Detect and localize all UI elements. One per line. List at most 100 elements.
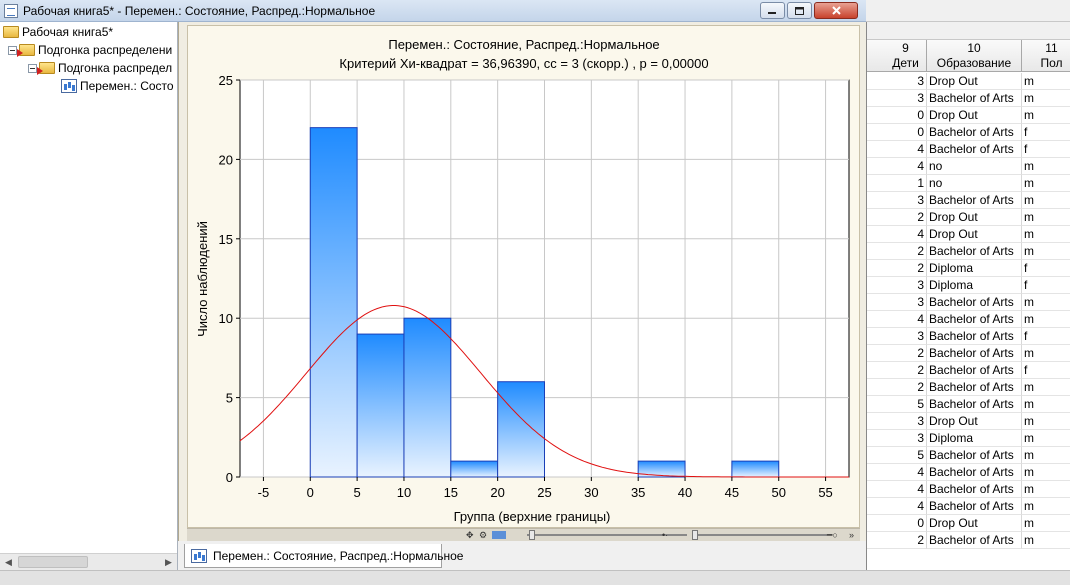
color-icon[interactable] (492, 531, 506, 539)
table-row[interactable]: 0 Drop Out m (867, 107, 1070, 124)
table-row[interactable]: 3 Bachelor of Arts m (867, 294, 1070, 311)
table-row[interactable]: 2 Bachelor of Arts m (867, 532, 1070, 549)
cell-sex[interactable]: m (1022, 294, 1070, 311)
cell-children[interactable]: 2 (867, 209, 927, 226)
table-row[interactable]: 4 Bachelor of Arts m (867, 481, 1070, 498)
cell-sex[interactable]: m (1022, 498, 1070, 515)
cell-education[interactable]: no (927, 158, 1022, 175)
cell-children[interactable]: 5 (867, 396, 927, 413)
cell-education[interactable]: Diploma (927, 277, 1022, 294)
table-row[interactable]: 3 Bachelor of Arts f (867, 328, 1070, 345)
table-row[interactable]: 3 Drop Out m (867, 413, 1070, 430)
cell-sex[interactable]: m (1022, 430, 1070, 447)
cell-education[interactable]: Drop Out (927, 209, 1022, 226)
tree-item-workbook[interactable]: Рабочая книга5* (3, 23, 175, 41)
cell-education[interactable]: Bachelor of Arts (927, 124, 1022, 141)
workbook-tree[interactable]: Рабочая книга5* Подгонка распределени По… (0, 22, 178, 570)
cell-education[interactable]: Diploma (927, 430, 1022, 447)
histogram-chart[interactable]: -5 0 5 10 15 20 25 30 35 40 45 50 55 0 5 10 15 20 25 Пере… (187, 25, 860, 528)
table-row[interactable]: 3 Drop Out m (867, 73, 1070, 90)
cell-children[interactable]: 4 (867, 464, 927, 481)
tab-graph[interactable]: Перемен.: Состояние, Распред.:Нормальное (184, 544, 463, 568)
cell-children[interactable]: 3 (867, 90, 927, 107)
cell-education[interactable]: Bachelor of Arts (927, 396, 1022, 413)
cell-sex[interactable]: m (1022, 481, 1070, 498)
cell-children[interactable]: 2 (867, 345, 927, 362)
cell-children[interactable]: 2 (867, 532, 927, 549)
table-row[interactable]: 4 Bachelor of Arts m (867, 311, 1070, 328)
table-row[interactable]: 4 Bachelor of Arts f (867, 141, 1070, 158)
horizontal-scrollbar[interactable]: ◀ ▶ (0, 553, 177, 570)
cell-children[interactable]: 4 (867, 311, 927, 328)
cell-education[interactable]: no (927, 175, 1022, 192)
collapse-icon[interactable] (8, 45, 17, 55)
cell-sex[interactable]: m (1022, 447, 1070, 464)
table-row[interactable]: 3 Bachelor of Arts m (867, 192, 1070, 209)
brush-icon[interactable]: ━○ (827, 530, 838, 540)
tree-item-fit-distribution-sub[interactable]: Подгонка распредел (28, 59, 176, 77)
cell-education[interactable]: Drop Out (927, 515, 1022, 532)
cell-education[interactable]: Bachelor of Arts (927, 345, 1022, 362)
spreadsheet[interactable]: 9 Дети 10 Образование 11 Пол 3 Drop Out m 3… (866, 22, 1070, 570)
table-row[interactable]: 4 Bachelor of Arts m (867, 464, 1070, 481)
cell-education[interactable]: Bachelor of Arts (927, 481, 1022, 498)
cell-sex[interactable]: m (1022, 464, 1070, 481)
column-header-education[interactable]: 10 Образование (927, 40, 1022, 72)
cell-sex[interactable]: m (1022, 192, 1070, 209)
cell-children[interactable]: 3 (867, 192, 927, 209)
cell-education[interactable]: Bachelor of Arts (927, 311, 1022, 328)
tree-item-fit-distribution[interactable]: Подгонка распределени (8, 41, 176, 59)
cell-children[interactable]: 4 (867, 158, 927, 175)
table-row[interactable]: 4 Bachelor of Arts m (867, 498, 1070, 515)
cell-education[interactable]: Bachelor of Arts (927, 532, 1022, 549)
table-row[interactable]: 0 Drop Out m (867, 515, 1070, 532)
pan-icon[interactable]: ✥ (466, 530, 474, 540)
cell-sex[interactable]: m (1022, 311, 1070, 328)
table-row[interactable]: 4 no m (867, 158, 1070, 175)
table-row[interactable]: 2 Bachelor of Arts f (867, 362, 1070, 379)
table-row[interactable]: 2 Drop Out m (867, 209, 1070, 226)
cell-education[interactable]: Bachelor of Arts (927, 243, 1022, 260)
table-row[interactable]: 2 Diploma f (867, 260, 1070, 277)
cell-children[interactable]: 4 (867, 481, 927, 498)
cell-sex[interactable]: m (1022, 226, 1070, 243)
cell-education[interactable]: Bachelor of Arts (927, 328, 1022, 345)
cell-sex[interactable]: m (1022, 345, 1070, 362)
cell-children[interactable]: 2 (867, 243, 927, 260)
window-titlebar[interactable]: Рабочая книга5* - Перемен.: Состояние, Р… (0, 0, 866, 22)
cell-children[interactable]: 2 (867, 362, 927, 379)
restore-button[interactable] (787, 2, 812, 19)
cell-children[interactable]: 3 (867, 277, 927, 294)
cell-children[interactable]: 4 (867, 498, 927, 515)
cell-children[interactable]: 0 (867, 124, 927, 141)
cell-children[interactable]: 3 (867, 73, 927, 90)
table-row[interactable]: 5 Bachelor of Arts m (867, 447, 1070, 464)
table-row[interactable]: 3 Bachelor of Arts m (867, 90, 1070, 107)
cell-sex[interactable]: m (1022, 175, 1070, 192)
table-row[interactable]: 1 no m (867, 175, 1070, 192)
expand-icon[interactable]: » (849, 530, 855, 540)
cell-sex[interactable]: m (1022, 413, 1070, 430)
cell-children[interactable]: 2 (867, 379, 927, 396)
cell-children[interactable]: 0 (867, 107, 927, 124)
cell-sex[interactable]: m (1022, 90, 1070, 107)
table-row[interactable]: 3 Diploma m (867, 430, 1070, 447)
column-header-sex[interactable]: 11 Пол (1022, 40, 1070, 72)
cell-education[interactable]: Drop Out (927, 413, 1022, 430)
cell-education[interactable]: Drop Out (927, 226, 1022, 243)
cell-education[interactable]: Bachelor of Arts (927, 362, 1022, 379)
cell-education[interactable]: Bachelor of Arts (927, 379, 1022, 396)
cell-education[interactable]: Bachelor of Arts (927, 90, 1022, 107)
cell-children[interactable]: 4 (867, 226, 927, 243)
cell-education[interactable]: Bachelor of Arts (927, 192, 1022, 209)
column-header-children[interactable]: 9 Дети (867, 40, 927, 72)
cell-children[interactable]: 5 (867, 447, 927, 464)
cell-sex[interactable]: f (1022, 277, 1070, 294)
cell-children[interactable]: 2 (867, 260, 927, 277)
close-button[interactable] (814, 2, 858, 19)
cell-education[interactable]: Drop Out (927, 107, 1022, 124)
brush-slider-knob-left[interactable] (529, 530, 535, 540)
table-row[interactable]: 2 Bachelor of Arts m (867, 243, 1070, 260)
zoom-slider-track[interactable] (692, 534, 827, 536)
minimize-button[interactable] (760, 2, 785, 19)
